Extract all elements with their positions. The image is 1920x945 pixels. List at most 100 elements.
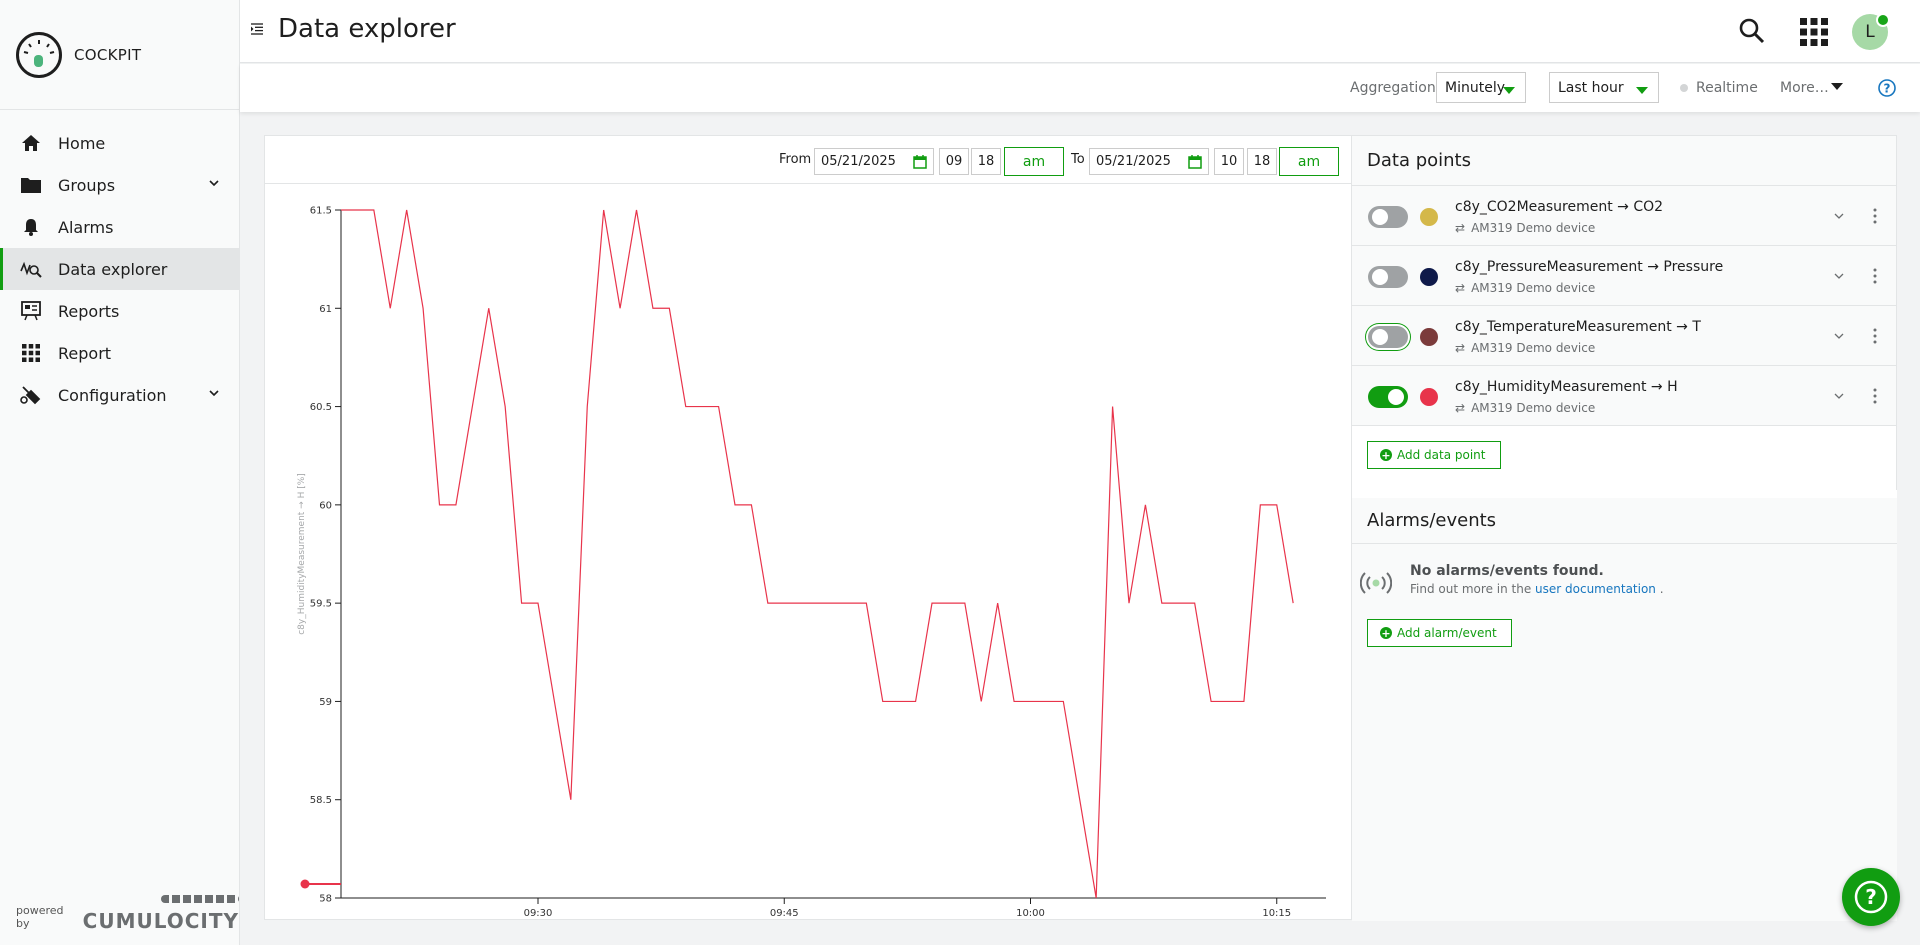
from-date-input[interactable]: 05/21/2025 [814, 148, 934, 175]
to-date-input[interactable]: 05/21/2025 [1089, 148, 1209, 175]
y-tick-label: 59 [319, 697, 332, 708]
datapoint-toggle[interactable] [1368, 326, 1408, 348]
chevron-down-icon[interactable] [1834, 212, 1844, 220]
home-icon [20, 132, 42, 154]
caret-down-icon [1503, 87, 1515, 94]
nav-item-alarms[interactable]: Alarms [0, 206, 239, 248]
aggregation-value: Minutely [1445, 79, 1505, 96]
y-axis-marker-dot[interactable] [300, 879, 310, 889]
y-tick-label: 58 [319, 894, 332, 905]
from-label: From [779, 152, 812, 167]
nav-item-data-explorer[interactable]: Data explorer [0, 248, 239, 290]
from-minute-input[interactable]: 18 [971, 148, 1001, 175]
chevron-down-icon[interactable] [1834, 272, 1844, 280]
line-chart[interactable]: 61.5 61 60.5 60 59.5 59 58.5 58 09:30 09:45 10:00 1… [265, 184, 1353, 921]
sidebar-toggle-icon[interactable] [250, 22, 264, 36]
nav-item-home[interactable]: Home [0, 122, 239, 164]
nav-item-configuration[interactable]: Configuration [0, 374, 239, 416]
empty-state-text: Find out more in the user documentation … [1410, 582, 1664, 596]
time-range-select[interactable]: Last hour [1549, 72, 1659, 103]
more-menu-button[interactable]: More… [1780, 80, 1843, 96]
toggle-knob [1388, 389, 1404, 405]
y-tick-label: 61 [319, 304, 332, 315]
swap-icon: ⇄ [1455, 341, 1466, 355]
user-avatar[interactable]: L [1852, 13, 1890, 50]
add-datapoint-label: Add data point [1397, 448, 1486, 462]
caret-down-icon [1830, 83, 1843, 90]
bell-icon [20, 216, 42, 238]
datapoint-row[interactable]: c8y_PressureMeasurement → Pressure ⇄ AM319… [1352, 246, 1896, 306]
calendar-icon[interactable] [1188, 155, 1202, 169]
search-icon[interactable] [1738, 17, 1766, 45]
datapoint-name: c8y_TemperatureMeasurement → T [1455, 319, 1701, 335]
x-tick-label: 10:15 [1262, 908, 1291, 919]
powered-by: powered by CUMULOCITY [16, 895, 240, 933]
datapoint-toggle[interactable] [1368, 266, 1408, 288]
nav-item-groups[interactable]: Groups [0, 164, 239, 206]
to-date-value: 05/21/2025 [1096, 154, 1171, 169]
empty-text-prefix: Find out more in the [1410, 582, 1536, 596]
series-color-swatch[interactable] [1420, 388, 1438, 406]
action-toolbar: Aggregation Minutely Last hour Realtime … [240, 64, 1920, 112]
y-axis-label: c8y_HumidityMeasurement → H [%] [297, 473, 307, 635]
series-color-swatch[interactable] [1420, 208, 1438, 226]
to-hour-input[interactable]: 10 [1214, 148, 1244, 175]
add-alarm-event-button[interactable]: + Add alarm/event [1367, 619, 1512, 647]
datapoint-toggle[interactable] [1368, 386, 1408, 408]
user-documentation-link[interactable]: user documentation [1535, 582, 1656, 596]
humidity-series-line[interactable] [341, 209, 1294, 899]
grid-icon [20, 342, 42, 364]
chevron-down-icon[interactable] [209, 178, 219, 188]
broadcast-icon [1360, 572, 1392, 594]
datapoint-row[interactable]: c8y_CO2Measurement → CO2 ⇄ AM319 Demo devi… [1352, 186, 1896, 246]
more-label: More… [1780, 80, 1829, 96]
aggregation-select[interactable]: Minutely [1436, 72, 1526, 103]
kebab-menu-icon[interactable] [1873, 268, 1877, 284]
nav-label: Groups [58, 175, 116, 195]
datapoint-toggle[interactable] [1368, 206, 1408, 228]
help-icon[interactable]: ? [1877, 78, 1897, 98]
app-switcher-icon[interactable] [1800, 18, 1828, 46]
x-tick-label: 09:30 [524, 908, 553, 919]
plus-circle-icon: + [1380, 448, 1392, 462]
kebab-menu-icon[interactable] [1873, 208, 1877, 224]
datapoint-row[interactable]: c8y_HumidityMeasurement → H ⇄ AM319 Demo d… [1352, 366, 1896, 426]
to-minute-input[interactable]: 18 [1247, 148, 1277, 175]
brand-name: COCKPIT [74, 45, 142, 64]
datapoints-list: c8y_CO2Measurement → CO2 ⇄ AM319 Demo devi… [1352, 186, 1896, 426]
chevron-down-icon[interactable] [209, 388, 219, 398]
from-ampm-button[interactable]: am [1004, 147, 1064, 176]
kebab-menu-icon[interactable] [1873, 328, 1877, 344]
from-hour-input[interactable]: 09 [939, 148, 969, 175]
help-fab-button[interactable]: ? [1842, 868, 1900, 926]
y-tick-label: 60.5 [310, 402, 332, 413]
kebab-menu-icon[interactable] [1873, 388, 1877, 404]
swap-icon: ⇄ [1455, 401, 1466, 415]
datapoint-device: ⇄ AM319 Demo device [1455, 341, 1595, 355]
chart-card: From 05/21/2025 09 : 18 am To 05/21/2025… [264, 135, 1353, 921]
brand[interactable]: COCKPIT [0, 0, 239, 110]
caret-down-icon [1636, 87, 1648, 94]
nav-label: Alarms [58, 217, 114, 237]
datapoint-row[interactable]: c8y_TemperatureMeasurement → T ⇄ AM319 Dem… [1352, 306, 1896, 366]
nav-item-report[interactable]: Report [0, 332, 239, 374]
add-datapoint-button[interactable]: + Add data point [1367, 441, 1501, 469]
realtime-label: Realtime [1696, 80, 1758, 96]
cumulocity-logo: CUMULOCITY [82, 895, 240, 933]
chevron-down-icon[interactable] [1834, 392, 1844, 400]
to-minute-value: 18 [1253, 154, 1271, 169]
chevron-down-icon[interactable] [1834, 332, 1844, 340]
calendar-icon[interactable] [913, 155, 927, 169]
nav-item-reports[interactable]: Reports [0, 290, 239, 332]
from-minute-value: 18 [977, 154, 995, 169]
series-color-swatch[interactable] [1420, 268, 1438, 286]
series-color-swatch[interactable] [1420, 328, 1438, 346]
page-title: Data explorer [278, 14, 456, 44]
realtime-toggle[interactable]: Realtime [1680, 80, 1758, 96]
nav-label: Reports [58, 301, 120, 321]
to-ampm-button[interactable]: am [1279, 147, 1339, 176]
time-range-value: Last hour [1558, 79, 1624, 96]
y-tick-label: 60 [319, 500, 332, 511]
to-ampm-label: am [1297, 153, 1321, 170]
header: Data explorer L [240, 0, 1920, 63]
